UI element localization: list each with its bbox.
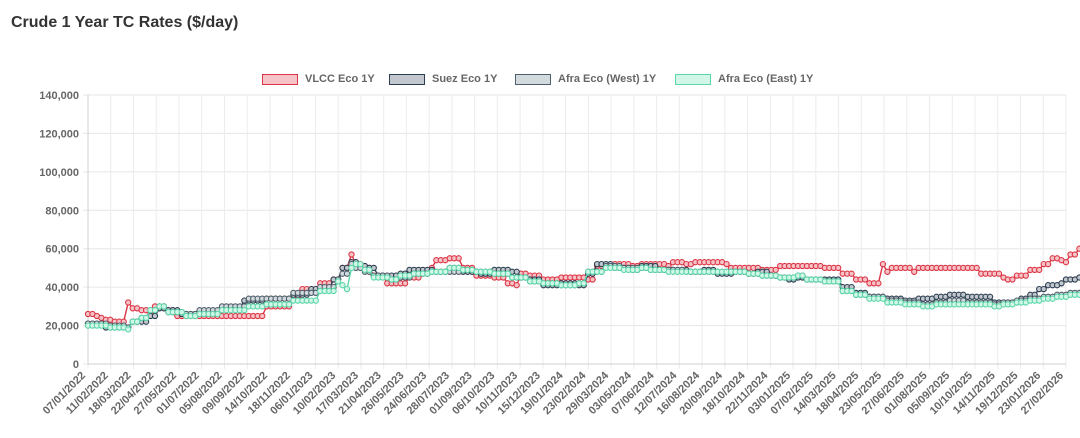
- data-point: [884, 268, 891, 275]
- data-point: [875, 280, 882, 287]
- data-point: [580, 280, 587, 287]
- legend-swatch-suez: [389, 73, 425, 85]
- data-point: [455, 255, 462, 262]
- data-point: [973, 264, 980, 272]
- data-point: [504, 270, 511, 277]
- legend-swatch-vlcc: [262, 73, 298, 85]
- legend-label-suez: Suez Eco 1Y: [432, 73, 498, 85]
- data-point: [241, 307, 248, 314]
- legend-swatch-afra-east: [675, 73, 711, 85]
- y-tick-label: 120,000: [39, 128, 79, 140]
- data-point: [598, 268, 605, 275]
- data-point: [513, 268, 520, 275]
- y-tick-label: 40,000: [45, 282, 79, 294]
- data-point: [522, 274, 529, 281]
- data-point: [995, 270, 1003, 277]
- data-point: [1076, 274, 1080, 281]
- data-point: [1009, 276, 1016, 283]
- data-point: [348, 264, 355, 272]
- data-point: [348, 251, 355, 258]
- data-point: [799, 272, 806, 279]
- data-point: [848, 287, 855, 295]
- y-axis: 0 20,000 40,000 60,000 80,000 100,000 120,000 1…: [39, 90, 79, 371]
- data-point: [835, 278, 842, 285]
- data-point: [366, 266, 373, 274]
- legend-item-afra-east[interactable]: Afra Eco (East) 1Y: [675, 70, 813, 88]
- data-point: [343, 270, 351, 277]
- legend-label-afra-west: Afra Eco (West) 1Y: [558, 73, 657, 85]
- data-point: [772, 266, 779, 274]
- data-point: [151, 312, 159, 320]
- data-point: [1058, 280, 1065, 287]
- y-tick-label: 20,000: [45, 321, 79, 333]
- data-point: [330, 287, 337, 295]
- data-point: [911, 268, 918, 275]
- data-point: [125, 326, 132, 333]
- data-point: [259, 312, 266, 320]
- data-point: [312, 297, 319, 304]
- data-point: [401, 280, 409, 287]
- data-point: [723, 260, 730, 268]
- y-tick-label: 100,000: [39, 167, 79, 179]
- chart-series: [84, 245, 1080, 333]
- data-point: [848, 270, 855, 277]
- data-point: [1022, 272, 1029, 279]
- data-point: [879, 260, 887, 268]
- series-3: [84, 260, 1080, 333]
- data-point: [1036, 266, 1043, 274]
- data-point: [1076, 291, 1080, 298]
- data-point: [125, 299, 132, 306]
- legend-label-vlcc: VLCC Eco 1Y: [305, 73, 375, 85]
- data-point: [835, 264, 842, 272]
- y-tick-label: 80,000: [45, 205, 79, 217]
- data-point: [343, 285, 351, 293]
- data-point: [285, 301, 293, 308]
- chart-grid: [83, 94, 1067, 369]
- series-0: [84, 245, 1080, 325]
- data-point: [151, 307, 159, 314]
- data-point: [986, 293, 994, 300]
- legend-label-afra-east: Afra Eco (East) 1Y: [718, 73, 814, 85]
- data-point: [879, 295, 887, 302]
- data-point: [160, 303, 168, 310]
- y-tick-label: 60,000: [45, 244, 79, 256]
- data-point: [442, 268, 449, 275]
- data-point: [214, 310, 221, 318]
- data-point: [392, 276, 400, 283]
- data-point: [142, 314, 150, 322]
- series-line: [88, 248, 1080, 323]
- data-point: [861, 276, 869, 283]
- data-point: [513, 282, 520, 289]
- x-axis: 07/01/202211/02/202218/03/202222/04/2022…: [41, 369, 1066, 417]
- legend-item-suez[interactable]: Suez Eco 1Y: [389, 70, 497, 88]
- data-point: [861, 291, 869, 298]
- data-point: [1071, 251, 1079, 258]
- data-point: [1040, 285, 1047, 293]
- data-point: [1044, 260, 1052, 268]
- data-point: [906, 264, 913, 272]
- data-point: [178, 308, 185, 316]
- data-point: [133, 318, 141, 325]
- data-point: [334, 278, 342, 285]
- chart-title: Crude 1 Year TC Rates ($/day): [11, 14, 239, 31]
- chart-legend: VLCC Eco 1Y Suez Eco 1Y Afra Eco (West) …: [0, 70, 1080, 88]
- legend-item-vlcc[interactable]: VLCC Eco 1Y: [262, 70, 375, 88]
- legend-item-afra-west[interactable]: Afra Eco (West) 1Y: [515, 70, 656, 88]
- data-point: [589, 276, 596, 283]
- legend-swatch-afra-west: [515, 73, 551, 85]
- data-point: [357, 260, 364, 268]
- y-tick-label: 0: [73, 359, 79, 371]
- data-point: [339, 282, 346, 289]
- data-point: [1076, 245, 1080, 252]
- y-tick-label: 140,000: [39, 90, 79, 102]
- data-point: [1062, 259, 1070, 266]
